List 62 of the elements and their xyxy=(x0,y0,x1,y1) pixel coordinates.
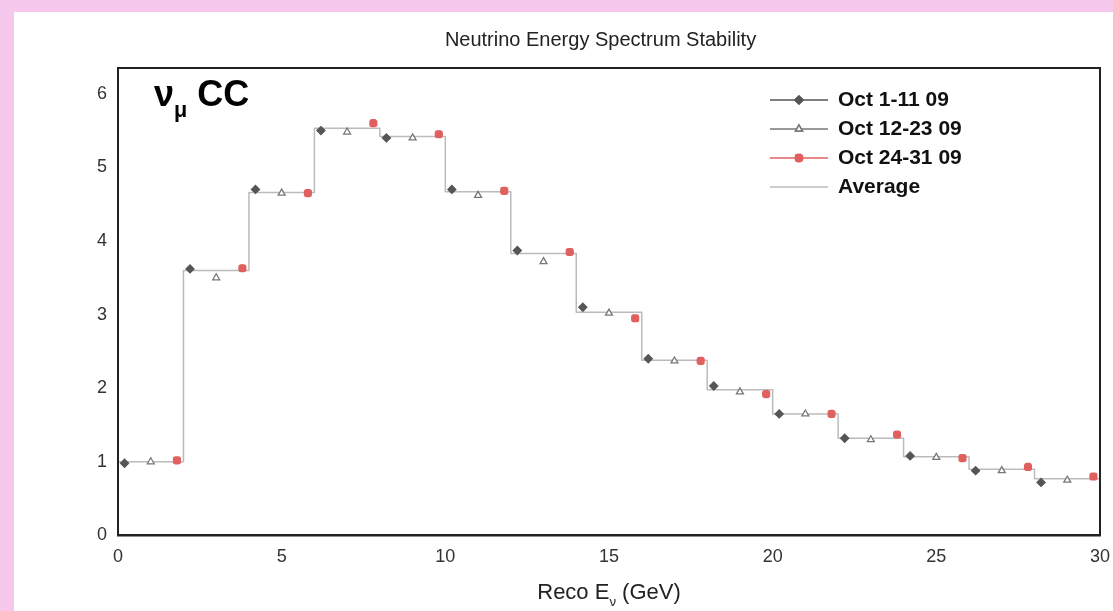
chart-title: Neutrino Energy Spectrum Stability xyxy=(444,27,757,50)
point xyxy=(696,356,705,366)
point xyxy=(565,247,574,257)
point xyxy=(146,457,155,465)
x-tick-label: 0 xyxy=(113,546,124,567)
x-tick-label: 15 xyxy=(598,546,620,567)
point xyxy=(434,130,443,139)
point xyxy=(369,119,378,128)
x-tick-label: 10 xyxy=(435,546,456,567)
point xyxy=(604,308,614,316)
y-tick-label: 6 xyxy=(97,82,108,103)
point xyxy=(238,264,247,273)
point xyxy=(1036,477,1046,488)
point xyxy=(447,184,457,195)
point xyxy=(277,188,286,196)
point xyxy=(578,302,588,312)
point xyxy=(303,189,312,198)
point xyxy=(670,356,679,364)
x-tick-label: 30 xyxy=(1089,546,1110,567)
point xyxy=(212,273,221,281)
point xyxy=(539,256,548,265)
point xyxy=(408,133,417,141)
point xyxy=(997,465,1006,474)
point xyxy=(316,125,326,136)
y-tick-label: 0 xyxy=(97,524,108,545)
point xyxy=(970,465,981,476)
point xyxy=(774,409,784,419)
point xyxy=(958,454,967,463)
y-tick-label: 3 xyxy=(97,303,108,324)
point xyxy=(381,133,392,143)
legend-label: Average xyxy=(837,173,921,197)
point xyxy=(905,451,915,461)
point xyxy=(500,186,509,196)
point xyxy=(119,458,130,468)
y-tick-label: 5 xyxy=(97,156,108,177)
y-tick-label: 1 xyxy=(97,450,108,471)
x-tick-label: 25 xyxy=(926,546,947,567)
point xyxy=(512,245,522,256)
point xyxy=(172,456,182,465)
point xyxy=(709,381,719,391)
point xyxy=(840,433,850,443)
legend-label: Oct 12-23 09 xyxy=(837,115,962,139)
point xyxy=(827,409,836,419)
point xyxy=(631,314,640,323)
point xyxy=(932,452,941,461)
point xyxy=(473,190,483,198)
x-tick-label: 20 xyxy=(762,546,783,567)
point xyxy=(1023,462,1033,472)
point xyxy=(643,354,653,364)
point xyxy=(1063,475,1072,483)
point xyxy=(801,409,810,417)
point xyxy=(1089,472,1098,481)
point xyxy=(343,127,352,135)
y-tick-label: 2 xyxy=(97,377,108,398)
y-tick-label: 4 xyxy=(97,229,108,250)
legend-label: Oct 24-31 09 xyxy=(837,144,962,168)
point xyxy=(735,387,745,395)
point xyxy=(866,435,875,443)
legend-label: Oct 1-11 09 xyxy=(837,86,949,110)
point xyxy=(892,430,902,439)
x-tick-label: 5 xyxy=(276,546,287,567)
point xyxy=(762,389,771,399)
